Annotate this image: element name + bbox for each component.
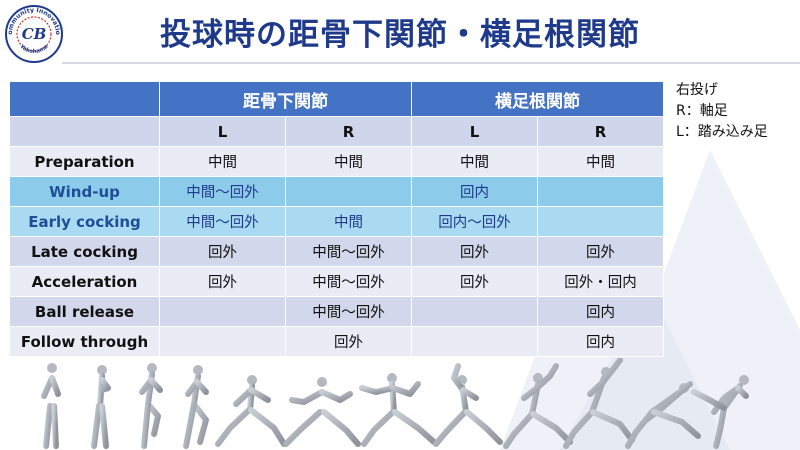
note-line: 右投げ [676,82,718,98]
note-line: L：踏み込み足 [676,124,768,140]
pitcher-figure [563,358,635,449]
pitching-motion-figures [41,358,749,449]
table-row: Ball release 中間〜回外 回内 [10,297,664,327]
table-row: Early cocking 中間〜回外 中間 回内〜回外 [10,207,664,237]
table-cell [538,207,664,237]
table-cell [160,327,286,357]
pitcher-figure [503,363,573,449]
table-cell [538,177,664,207]
phase-label: Late cocking [10,237,160,267]
table-cell: 回外 [412,237,538,267]
header-side: L [412,117,538,147]
phase-label: Acceleration [10,267,160,297]
header-subtalar-joint: 距骨下関節 [160,82,412,117]
title-divider [62,62,800,64]
table-cell [160,297,286,327]
pitcher-figure [359,373,437,447]
table-cell: 中間〜回外 [286,267,412,297]
table-cell: 中間 [538,147,664,177]
table-cell: 中間 [160,147,286,177]
page-title: 投球時の距骨下関節・横足根関節 [160,17,640,53]
logo-initials: CB [22,25,47,43]
table-row: Wind-up 中間〜回外 回内 [10,177,664,207]
table-cell: 回外 [538,237,664,267]
pitcher-figure [283,377,361,447]
table-row: Preparation 中間 中間 中間 中間 [10,147,664,177]
table-row: Acceleration 回外 中間〜回外 回外 回外・回内 [10,267,664,297]
table-cell: 中間〜回外 [160,207,286,237]
phase-label: Ball release [10,297,160,327]
logo: Community Innovation Yokohama CB [2,0,64,64]
table-cell: 中間 [286,207,412,237]
pitcher-figure [41,363,61,449]
table-cell: 回外 [160,267,286,297]
table-side-row: L R L R [10,117,664,147]
joint-phase-table: 距骨下関節 横足根関節 L R L R Preparation 中間 中間 中間… [10,82,664,357]
note-line: R：軸足 [676,103,728,119]
pitcher-figure [215,375,287,447]
table-cell [412,327,538,357]
phase-label: Wind-up [10,177,160,207]
table-cell: 回外 [412,267,538,297]
table-cell: 回内 [538,327,664,357]
table-cell: 回外 [160,237,286,267]
header-transverse-tarsal-joint: 横足根関節 [412,82,664,117]
table-cell [286,177,412,207]
phase-label: Follow through [10,327,160,357]
table-cell: 回内 [412,177,538,207]
table-cell: 回内 [538,297,664,327]
svg-text:Yokohama: Yokohama [18,43,50,55]
side-note: 右投げ R：軸足 L：踏み込み足 [676,80,768,143]
table-row: Follow through 回外 回内 [10,327,664,357]
table-cell: 中間 [286,147,412,177]
table-cell: 回内〜回外 [412,207,538,237]
pitcher-figure [691,375,749,449]
table-cell: 中間 [412,147,538,177]
table-corner [10,82,160,117]
table-cell: 中間〜回外 [286,237,412,267]
table-row: Late cocking 回外 中間〜回外 回外 回外 [10,237,664,267]
phase-label: Early cocking [10,207,160,237]
pitcher-figure [625,381,701,449]
background-mountains [500,150,800,450]
table-cell: 回外・回内 [538,267,664,297]
table-cell: 中間〜回外 [286,297,412,327]
table-corner [10,117,160,147]
pitcher-figure [183,365,209,449]
header-side: R [286,117,412,147]
table-header-row: 距骨下関節 横足根関節 [10,82,664,117]
pitcher-figure [91,365,111,449]
header-side: L [160,117,286,147]
table-cell: 中間〜回外 [160,177,286,207]
header-side: R [538,117,664,147]
pitcher-figure [139,363,163,449]
table-cell [412,297,538,327]
table-cell: 回外 [286,327,412,357]
pitcher-figure [433,363,503,447]
phase-label: Preparation [10,147,160,177]
